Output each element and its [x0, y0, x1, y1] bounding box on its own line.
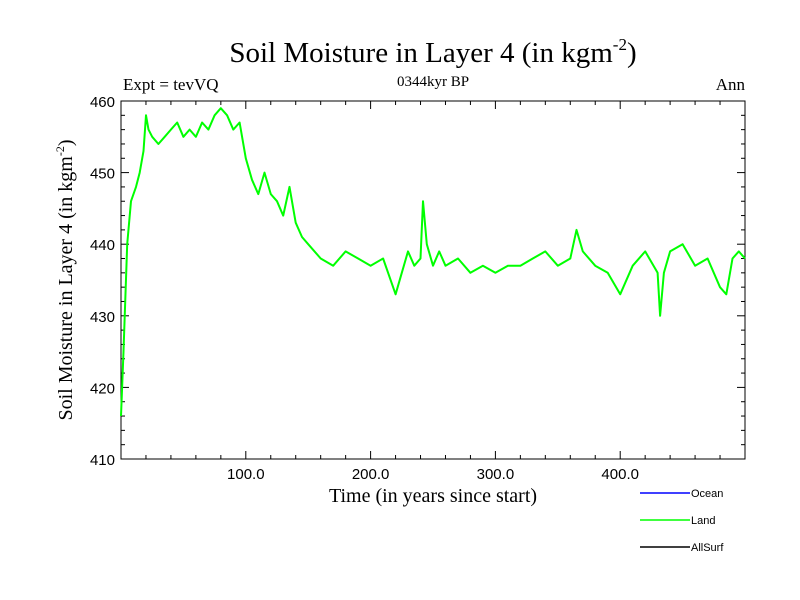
series-lines	[120, 107, 746, 417]
x-tick-label: 200.0	[352, 466, 390, 483]
x-tick-label: 300.0	[477, 466, 515, 483]
y-tick-label: 450	[90, 166, 115, 183]
axis-ticks: 410 420 430 440 450 460 100.0 200.0 300.0 400.0	[90, 94, 745, 483]
subtitle-right: Ann	[716, 75, 746, 94]
x-tick-label: 400.0	[601, 466, 639, 483]
y-tick-label: 460	[90, 94, 115, 111]
subtitle-center: 0344kyr BP	[397, 74, 469, 90]
y-tick-label: 410	[90, 452, 115, 469]
series-line-land	[120, 107, 746, 417]
y-tick-label: 430	[90, 309, 115, 326]
chart-title: Soil Moisture in Layer 4 (in kgm-2)	[229, 35, 636, 69]
plot-frame	[120, 100, 746, 460]
y-tick-label: 420	[90, 380, 115, 397]
legend-label-ocean: Ocean	[691, 488, 723, 500]
y-tick-label: 440	[90, 237, 115, 254]
x-axis-label: Time (in years since start)	[329, 485, 537, 507]
y-axis-label: Soil Moisture in Layer 4 (in kgm-2)	[53, 139, 77, 420]
legend-label-allsurf: AllSurf	[691, 542, 724, 554]
x-tick-label: 100.0	[227, 466, 265, 483]
subtitle-left: Expt = tevVQ	[123, 75, 219, 94]
legend-label-land: Land	[691, 515, 715, 527]
legend: Ocean Land AllSurf	[640, 488, 724, 554]
